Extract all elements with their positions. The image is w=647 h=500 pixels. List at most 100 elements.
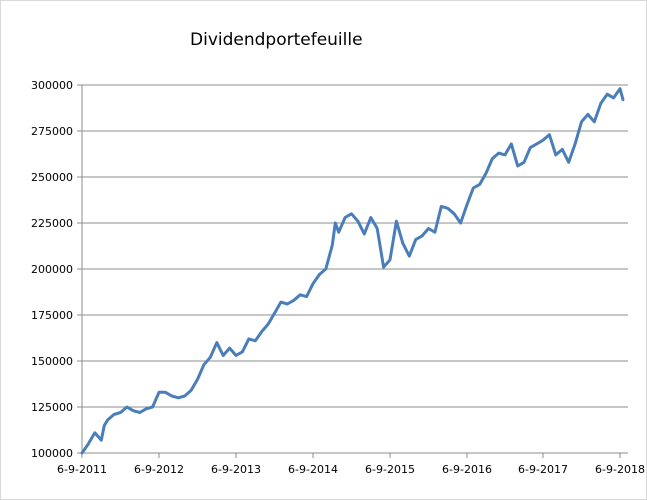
y-tick-label: 150000 (31, 355, 73, 368)
y-axis: 100000 125000 150000 175000 200000 225000 2500… (31, 79, 82, 460)
data-point (497, 152, 500, 154)
data-point (350, 213, 353, 215)
data-point (103, 424, 106, 427)
data-point (453, 213, 456, 215)
data-point (395, 220, 398, 222)
data-point (516, 165, 519, 167)
data-point (222, 354, 224, 357)
y-tick-label: 275000 (31, 125, 73, 138)
series-line-0 (80, 87, 625, 455)
data-point (228, 347, 231, 349)
x-tick-label: 6-9-2015 (365, 463, 415, 476)
data-point (491, 157, 494, 160)
data-point (286, 303, 289, 305)
data-point (151, 406, 154, 408)
data-point (619, 87, 621, 90)
data-point (87, 443, 90, 445)
data-point (139, 411, 141, 414)
data-point (299, 294, 302, 296)
data-point (510, 143, 513, 145)
data-point (235, 354, 237, 357)
data-point (106, 419, 109, 421)
data-point (100, 439, 103, 441)
data-point (427, 227, 430, 230)
data-point (325, 268, 327, 270)
data-point (606, 93, 608, 95)
data-point (260, 330, 263, 333)
chart-title: Dividendportefeuille (190, 30, 363, 50)
data-point (622, 98, 624, 101)
data-point (472, 187, 475, 189)
data-point (600, 102, 602, 105)
data-point (216, 341, 218, 344)
data-point (331, 244, 334, 246)
data-point (402, 242, 404, 244)
data-point (267, 323, 269, 326)
data-point (344, 216, 346, 219)
y-tick-label: 200000 (31, 263, 73, 276)
data-point (280, 301, 282, 303)
data-point (171, 395, 173, 397)
data-point (504, 154, 506, 156)
y-tick-label: 300000 (31, 79, 73, 92)
data-point (363, 233, 366, 235)
data-point (408, 255, 411, 257)
data-point (209, 356, 212, 359)
x-tick-label: 6-9-2016 (442, 463, 492, 476)
data-point (542, 139, 544, 141)
data-point (370, 216, 372, 219)
x-tick-label: 6-9-2017 (518, 463, 568, 476)
data-point (318, 273, 321, 276)
data-point (447, 207, 449, 210)
gridlines (82, 84, 628, 454)
data-point (81, 452, 83, 454)
data-point (119, 411, 122, 414)
x-tick-label: 6-9-2018 (595, 463, 645, 476)
data-point (523, 161, 525, 164)
data-point (158, 391, 160, 394)
data-point (593, 121, 596, 123)
data-point (293, 299, 295, 302)
data-point (580, 121, 583, 123)
y-tick-label: 225000 (31, 217, 73, 230)
data-point (561, 148, 564, 151)
data-point (389, 259, 391, 261)
data-point (126, 406, 128, 408)
data-point (414, 238, 417, 241)
data-point (535, 143, 538, 145)
data-point (132, 409, 135, 412)
data-point (548, 133, 551, 136)
data-point (334, 222, 337, 224)
x-tick-label: 6-9-2011 (57, 463, 107, 476)
data-point (203, 363, 205, 366)
data-point (478, 183, 481, 186)
series-group (80, 87, 625, 455)
data-point (459, 222, 462, 224)
data-point (382, 266, 385, 269)
x-tick-label: 6-9-2014 (288, 463, 338, 476)
data-point (421, 235, 423, 237)
data-point (94, 432, 96, 434)
data-point (183, 395, 186, 397)
data-point (145, 408, 147, 410)
data-point (248, 338, 250, 340)
data-point (485, 172, 487, 175)
data-point (113, 413, 115, 416)
data-point (312, 282, 314, 285)
data-point (529, 146, 532, 149)
data-point (466, 203, 468, 206)
data-point (567, 161, 570, 164)
data-point (337, 231, 340, 233)
x-axis: 6-9-2011 6-9-2012 6-9-2013 6-9-2014 6-9-2015… (57, 85, 645, 476)
data-point (305, 295, 308, 298)
y-tick-label: 250000 (31, 171, 73, 184)
data-point (434, 231, 436, 233)
data-point (612, 97, 615, 99)
y-tick-label: 100000 (31, 447, 73, 460)
x-tick-label: 6-9-2012 (134, 463, 184, 476)
y-tick-label: 125000 (31, 401, 73, 414)
data-point (440, 205, 443, 208)
data-point (177, 397, 180, 399)
